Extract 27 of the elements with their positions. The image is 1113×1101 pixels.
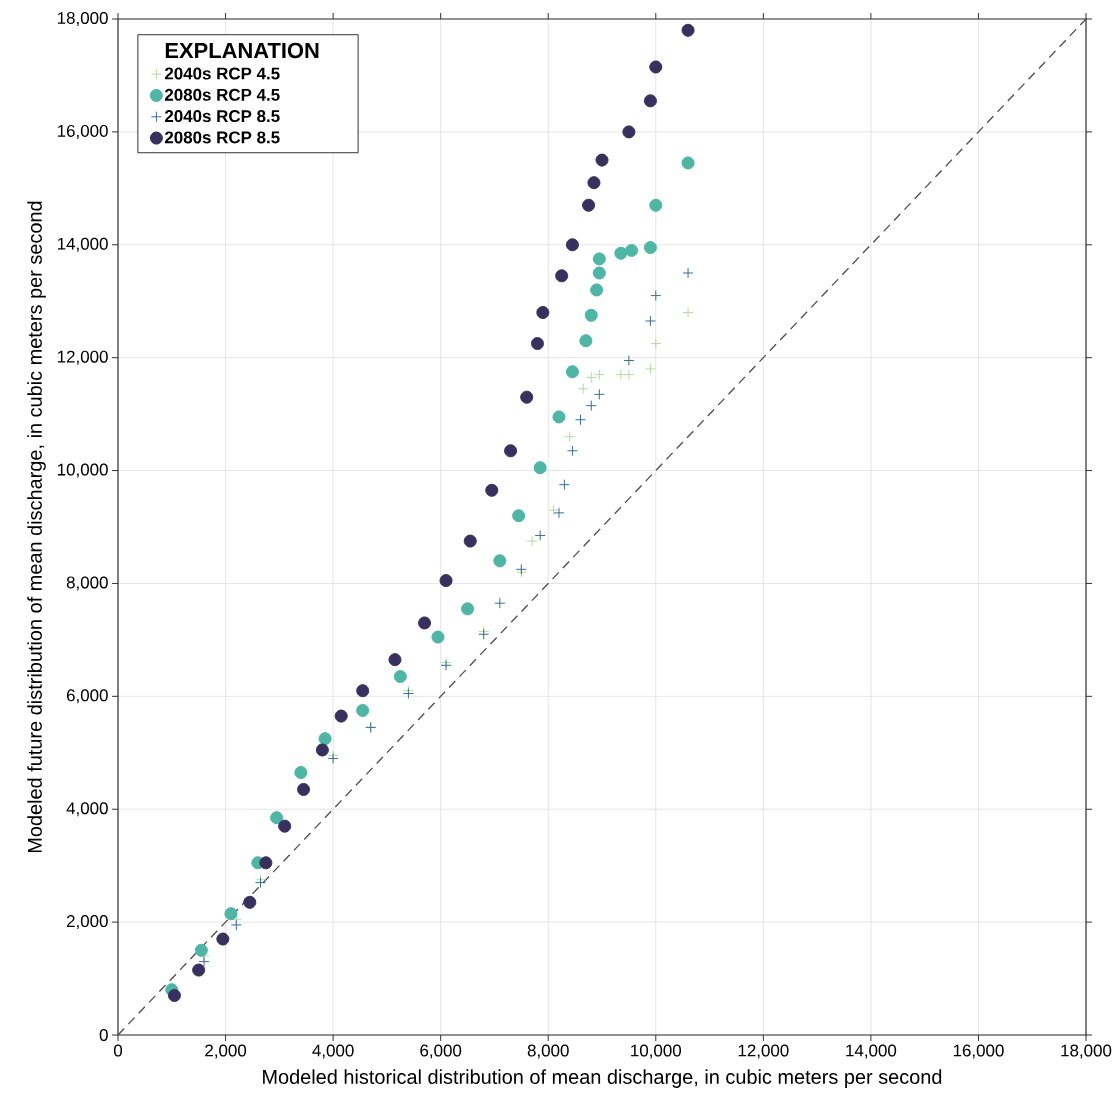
y-tick-label: 0 — [99, 1029, 108, 1041]
y-axis-title: Modeled future distribution of mean discharge, in cubic meters per second — [27, 201, 46, 853]
y-tick-label: 10,000 — [57, 463, 108, 478]
x-tick-label: 16,000 — [953, 1044, 1004, 1059]
y-tick-label: 2,000 — [66, 915, 108, 930]
y-tick-label: 4,000 — [66, 802, 108, 817]
y-tick-label: 16,000 — [57, 124, 108, 139]
legend-label: 2040s RCP 8.5 — [164, 110, 280, 123]
y-tick-label: 18,000 — [57, 11, 108, 26]
x-tick-label: 10,000 — [631, 1044, 682, 1059]
legend-title: EXPLANATION — [165, 42, 319, 59]
x-tick-label: 8,000 — [527, 1044, 569, 1059]
x-tick-label: 12,000 — [738, 1044, 789, 1059]
y-tick-label: 6,000 — [66, 689, 108, 704]
y-tick-label: 8,000 — [66, 576, 108, 591]
x-tick-label: 6,000 — [420, 1044, 462, 1059]
y-tick-label: 12,000 — [57, 350, 108, 365]
x-tick-label: 4,000 — [312, 1044, 354, 1059]
x-tick-label: 2,000 — [205, 1044, 247, 1059]
x-tick-label: 14,000 — [846, 1044, 897, 1059]
x-axis-title: Modeled historical distribution of mean discharge, in cubic meters per second — [263, 1069, 942, 1088]
x-tick-label: 0 — [113, 1044, 123, 1057]
y-tick-label: 14,000 — [57, 237, 108, 252]
x-tick-label: 18,000 — [1061, 1044, 1112, 1059]
legend-label: 2080s RCP 8.5 — [164, 131, 280, 144]
legend-label: 2080s RCP 4.5 — [164, 88, 280, 101]
legend-label: 2040s RCP 4.5 — [164, 67, 280, 80]
